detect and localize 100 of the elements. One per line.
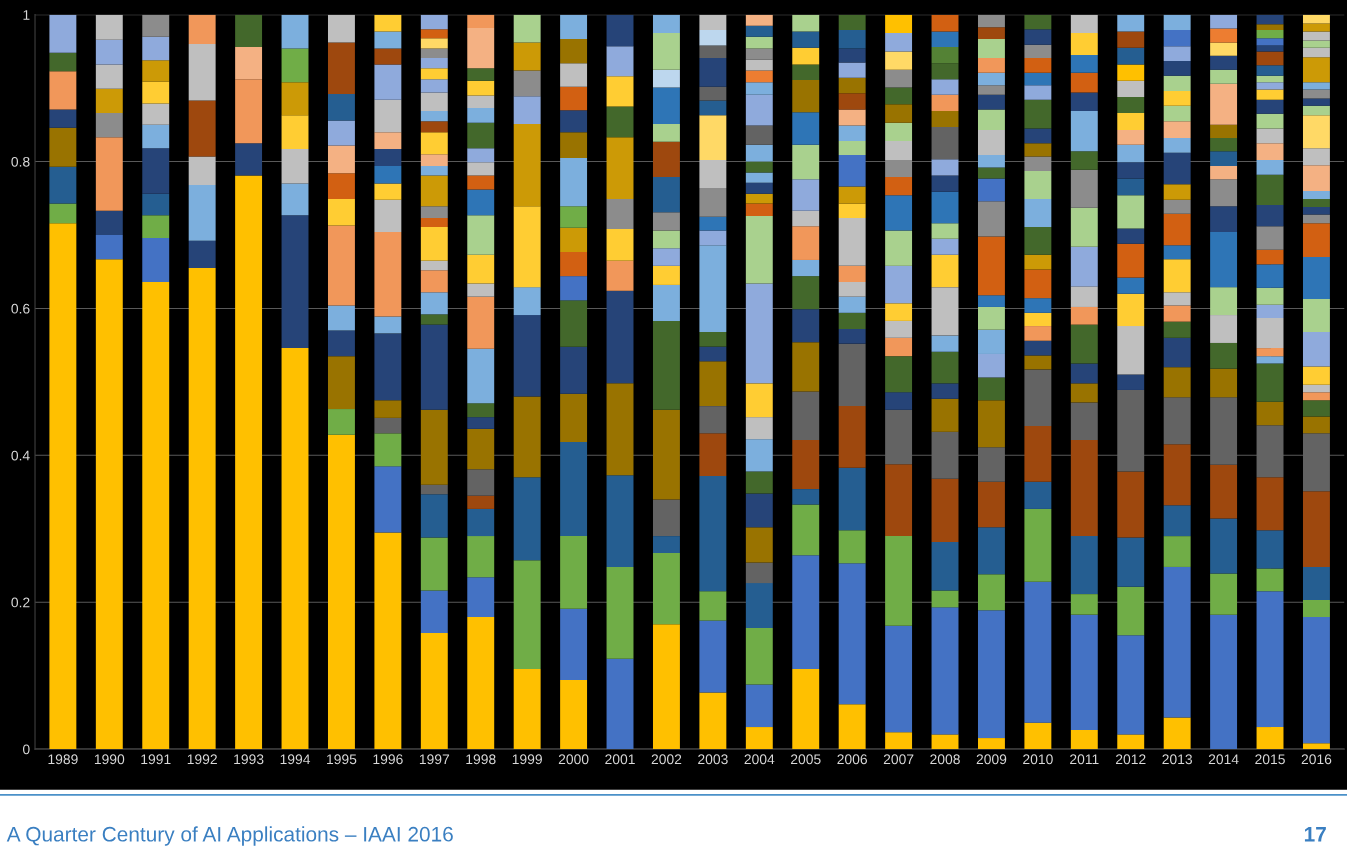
bar (838, 265, 866, 282)
y-tick-label: 0.8 (11, 156, 30, 167)
bar (606, 260, 634, 291)
bar (1024, 425, 1052, 482)
bar (931, 191, 959, 224)
bar (142, 282, 170, 750)
bar (1302, 616, 1330, 744)
bar (560, 680, 588, 750)
bar (931, 383, 959, 399)
bar (420, 218, 448, 227)
bar (699, 591, 727, 621)
bar (467, 417, 495, 429)
bar (977, 400, 1005, 448)
bar (699, 245, 727, 332)
bar (977, 481, 1005, 528)
bar (1070, 72, 1098, 93)
bar (1256, 128, 1284, 144)
bar (838, 406, 866, 468)
bar (977, 58, 1005, 73)
bar (1163, 321, 1191, 338)
bar (467, 296, 495, 349)
bar (142, 237, 170, 282)
bar (1163, 292, 1191, 306)
bar (931, 94, 959, 111)
bar (1256, 477, 1284, 531)
bar (1163, 46, 1191, 61)
x-tick-label: 1999 (512, 754, 542, 765)
bar (467, 616, 495, 750)
bar (838, 343, 866, 407)
bar (467, 428, 495, 470)
bar (467, 495, 495, 509)
bar (699, 346, 727, 362)
bar (977, 527, 1005, 575)
bar (420, 260, 448, 271)
bar (1117, 734, 1145, 750)
bar (327, 225, 355, 306)
bar (931, 398, 959, 432)
bar (745, 203, 773, 216)
bar (1256, 348, 1284, 357)
bar (1256, 530, 1284, 569)
bar (792, 669, 820, 750)
bar (745, 48, 773, 60)
x-tick-label: 2002 (651, 754, 682, 765)
bar (792, 342, 820, 392)
bar (1070, 536, 1098, 595)
bar (1070, 729, 1098, 750)
bar (374, 433, 402, 467)
bar (977, 236, 1005, 296)
bar (1163, 566, 1191, 718)
bar (1117, 635, 1145, 735)
bar (885, 732, 913, 750)
bar (1070, 363, 1098, 384)
bar (931, 335, 959, 352)
bar (560, 86, 588, 111)
bar (95, 234, 123, 260)
y-tick-label: 1 (23, 10, 30, 20)
bar (606, 46, 634, 77)
bar (281, 348, 309, 750)
bar (560, 608, 588, 681)
bar (1070, 207, 1098, 247)
bar (1256, 727, 1284, 750)
bar (699, 30, 727, 46)
bar (1024, 340, 1052, 356)
bar (1256, 99, 1284, 114)
bar (513, 669, 541, 750)
x-tick-label: 1994 (280, 754, 311, 765)
bar (1070, 306, 1098, 325)
bar (188, 14, 216, 45)
bar (420, 48, 448, 58)
bar (1117, 243, 1145, 278)
x-tick-label: 2016 (1301, 754, 1332, 765)
bar (420, 633, 448, 750)
x-tick-label: 1992 (187, 754, 217, 765)
bar (745, 684, 773, 728)
x-tick-label: 2013 (1162, 754, 1192, 765)
bar (1163, 444, 1191, 506)
bar (467, 508, 495, 537)
x-tick-label: 2006 (837, 754, 867, 765)
bar (1070, 110, 1098, 152)
bar (885, 33, 913, 52)
bar (1070, 439, 1098, 537)
bar (885, 337, 913, 357)
bar (1163, 717, 1191, 750)
bar (1117, 113, 1145, 130)
bar (1163, 505, 1191, 537)
bar (1210, 14, 1238, 29)
bar (838, 467, 866, 531)
bar (420, 270, 448, 293)
x-tick-label: 2010 (1023, 754, 1053, 765)
bar (1024, 269, 1052, 299)
x-tick-label: 1998 (466, 754, 496, 765)
bar (1302, 491, 1330, 567)
bar (1070, 402, 1098, 440)
bar (1117, 144, 1145, 163)
bar (885, 176, 913, 196)
bar (420, 132, 448, 155)
bar (467, 215, 495, 255)
bar (652, 87, 680, 125)
bar (792, 555, 820, 670)
bar (467, 95, 495, 108)
